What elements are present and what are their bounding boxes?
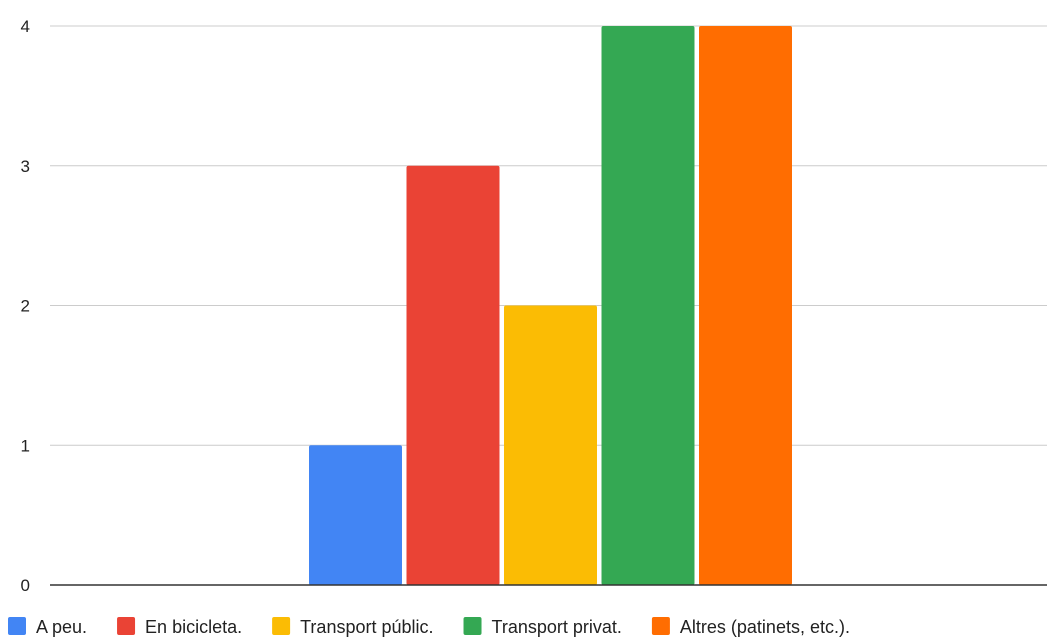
bars — [309, 26, 792, 585]
legend-item: A peu. — [8, 617, 87, 637]
bar-a-peu — [309, 445, 402, 585]
y-tick-label: 1 — [21, 436, 30, 455]
y-tick-label: 3 — [21, 157, 30, 176]
legend-item: Transport públic. — [272, 617, 434, 637]
bar-transport-p-blic — [504, 305, 597, 585]
bar-altres-patinets-etc — [699, 26, 792, 585]
legend-label: A peu. — [36, 617, 87, 637]
legend-swatch — [117, 617, 136, 635]
legend-swatch — [8, 617, 26, 635]
legend-swatch — [651, 617, 670, 635]
legend: A peu. En bicicleta. Transport públic. Tran… — [8, 617, 850, 637]
y-axis-ticks: 0 1 2 3 4 — [21, 17, 30, 595]
legend-item: Transport privat. — [463, 617, 622, 637]
legend-label: Transport públic. — [300, 617, 433, 637]
legend-item: Altres (patinets, etc.). — [651, 617, 850, 637]
legend-label: En bicicleta. — [145, 617, 242, 637]
y-tick-label: 4 — [21, 17, 30, 36]
y-tick-label: 2 — [21, 297, 30, 316]
y-tick-label: 0 — [21, 576, 30, 595]
bar-en-bicicleta — [406, 165, 500, 585]
legend-label: Altres (patinets, etc.). — [680, 617, 850, 637]
legend-label: Transport privat. — [492, 617, 622, 637]
bar-transport-privat — [601, 26, 695, 585]
legend-swatch — [272, 617, 291, 635]
legend-item: En bicicleta. — [117, 617, 242, 637]
legend-swatch — [463, 617, 482, 635]
